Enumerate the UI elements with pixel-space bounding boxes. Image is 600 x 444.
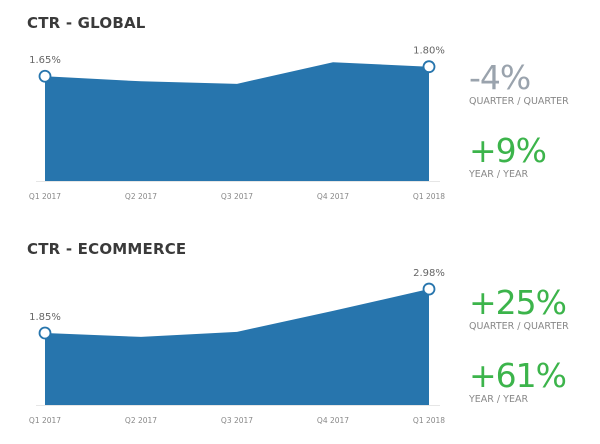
- stat-year: +9% YEAR / YEAR: [469, 134, 546, 180]
- data-label: 1.65%: [29, 55, 61, 66]
- data-point-marker: [40, 71, 51, 82]
- data-point-marker: [424, 284, 435, 295]
- x-tick-label: Q3 2017: [221, 416, 253, 425]
- stat-quarter: -4% QUARTER / QUARTER: [469, 61, 569, 107]
- data-point-marker: [40, 328, 51, 339]
- stat-quarter: +25% QUARTER / QUARTER: [469, 286, 569, 332]
- stat-value: +25%: [469, 286, 569, 320]
- stat-year: +61% YEAR / YEAR: [469, 359, 566, 405]
- x-tick-label: Q1 2017: [29, 416, 61, 425]
- data-point-marker: [424, 61, 435, 72]
- data-label: 2.98%: [413, 268, 445, 279]
- x-tick-label: Q4 2017: [317, 416, 349, 425]
- area-chart-ecommerce: 1.85% 2.98% Q1 2017 Q2 2017 Q3 2017 Q4 2017 Q1…: [0, 226, 600, 444]
- stat-label: QUARTER / QUARTER: [469, 96, 569, 107]
- stat-value: -4%: [469, 61, 569, 95]
- x-tick-label: Q4 2017: [317, 192, 349, 201]
- x-tick-label: Q1 2018: [413, 416, 445, 425]
- data-label: 1.80%: [413, 46, 445, 57]
- x-tick-label: Q1 2017: [29, 192, 61, 201]
- x-tick-label: Q3 2017: [221, 192, 253, 201]
- stat-label: YEAR / YEAR: [469, 169, 546, 180]
- stat-value: +61%: [469, 359, 566, 393]
- x-tick-label: Q2 2017: [125, 192, 157, 201]
- area-series: [45, 289, 429, 405]
- stat-label: QUARTER / QUARTER: [469, 321, 569, 332]
- stat-label: YEAR / YEAR: [469, 394, 566, 405]
- area-series: [45, 62, 429, 181]
- area-chart-global: 1.65% 1.80% Q1 2017 Q2 2017 Q3 2017 Q4 2017 Q1…: [0, 0, 600, 218]
- data-label: 1.85%: [29, 312, 61, 323]
- stat-value: +9%: [469, 134, 546, 168]
- x-tick-label: Q2 2017: [125, 416, 157, 425]
- x-tick-label: Q1 2018: [413, 192, 445, 201]
